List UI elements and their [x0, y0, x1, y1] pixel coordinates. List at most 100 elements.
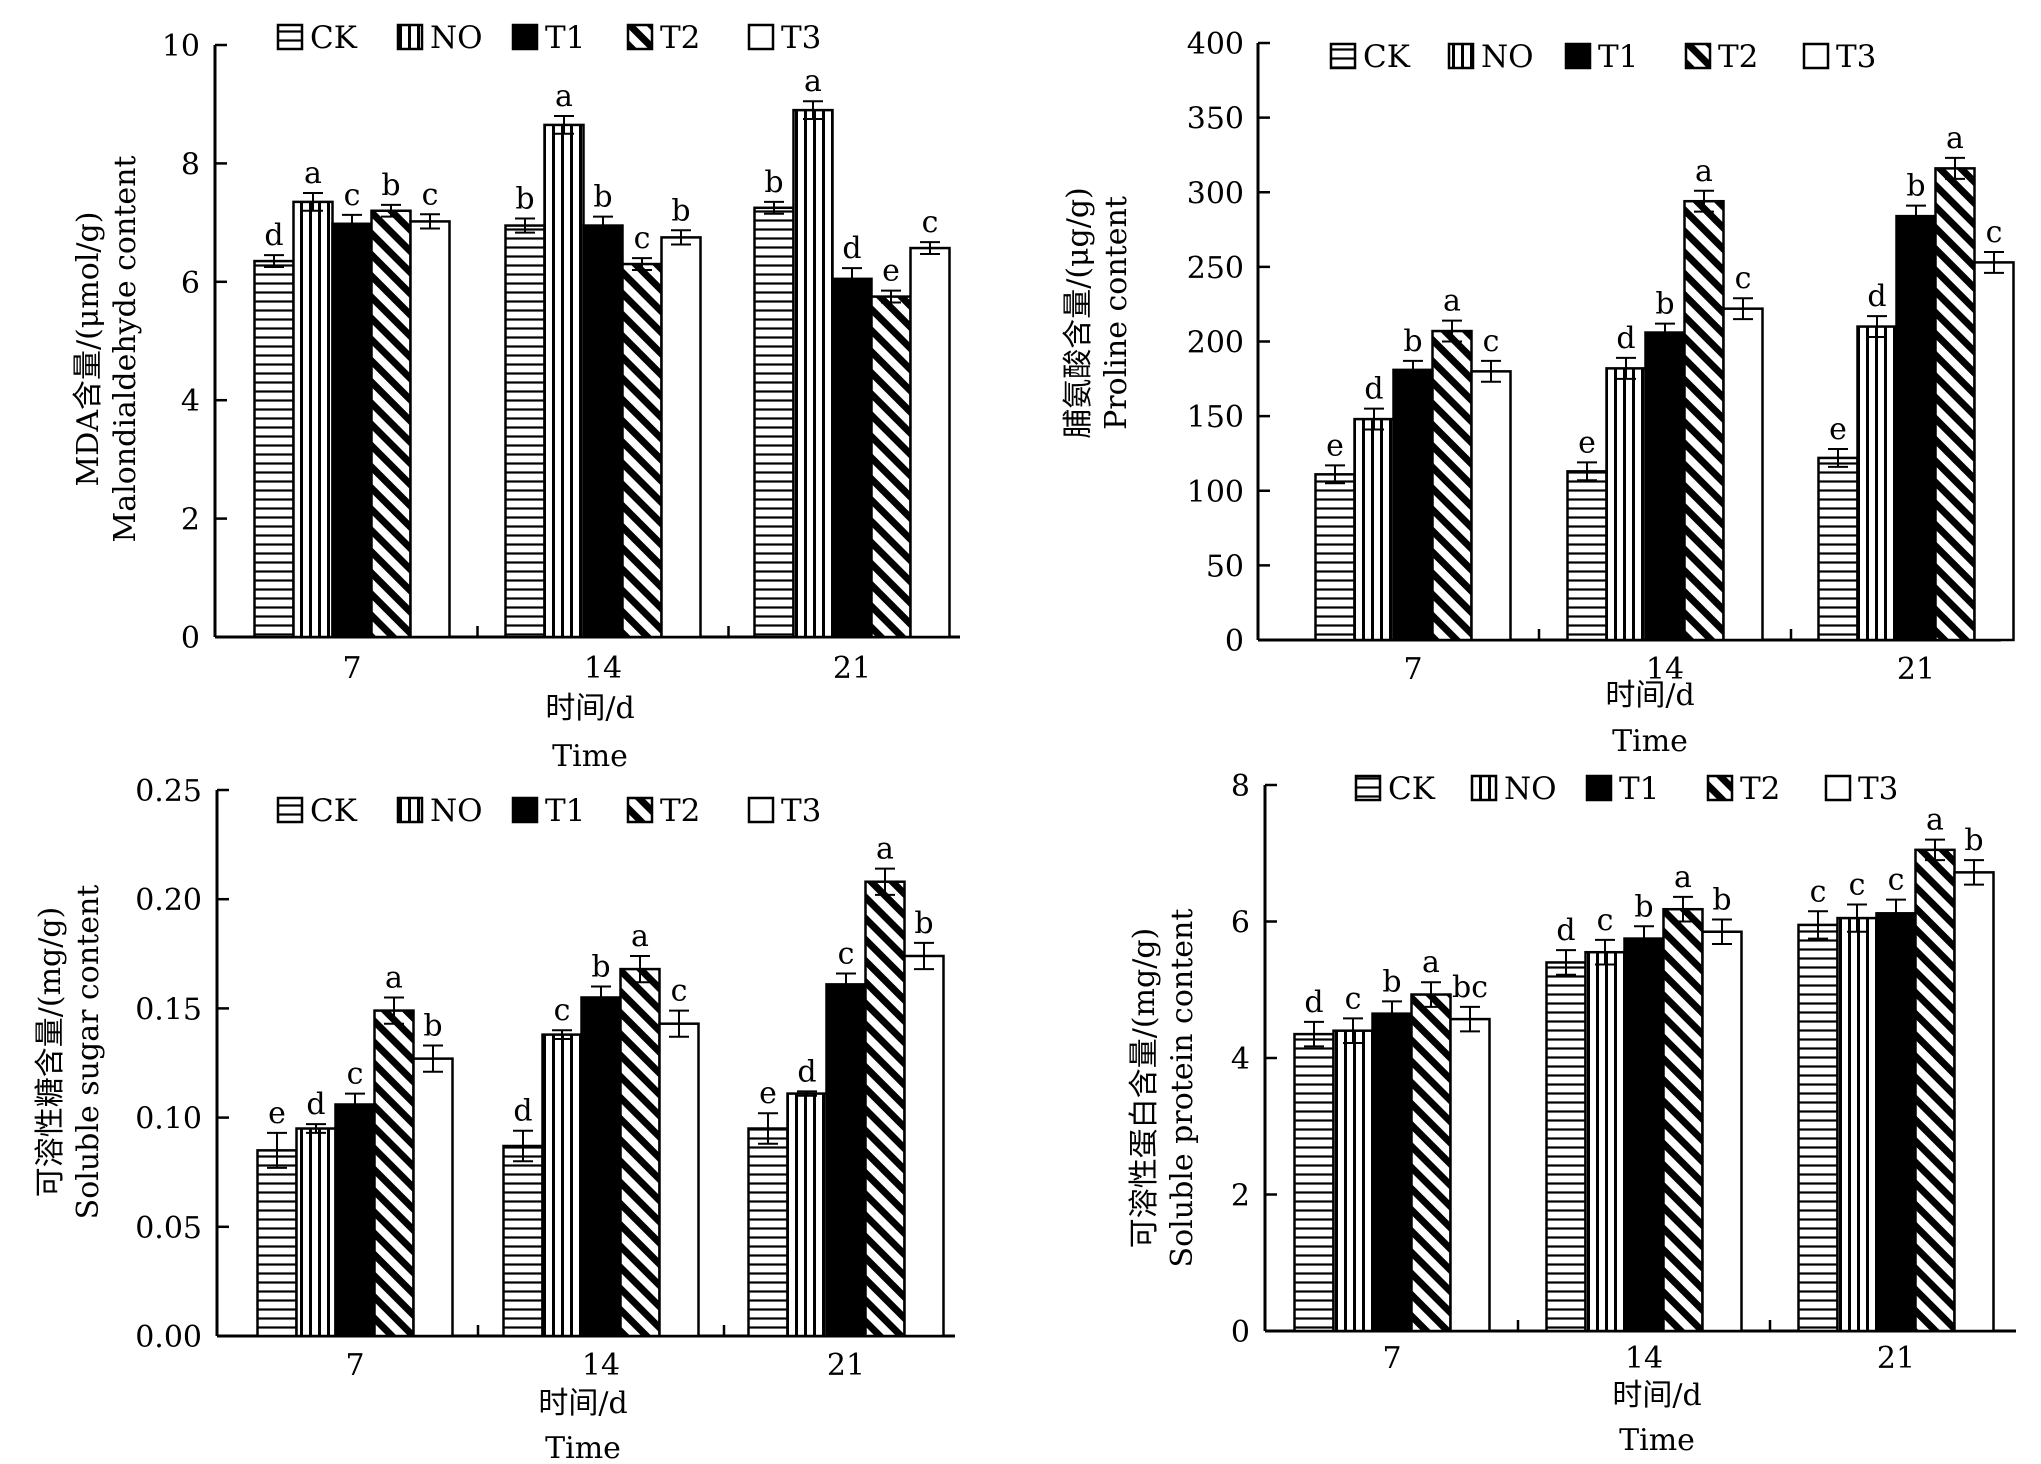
bar-t1-14 — [582, 224, 624, 639]
x-tick-label: 21 — [833, 651, 871, 686]
legend-swatch-no — [396, 23, 424, 51]
significance-letter: b — [1906, 169, 1925, 204]
significance-letter: c — [344, 178, 361, 213]
significance-letter: b — [381, 168, 400, 203]
significance-letter: c — [347, 1057, 364, 1092]
bar-ck-7 — [1314, 473, 1356, 642]
legend-label-ck: CK — [1388, 771, 1436, 807]
x-tick-label: 7 — [342, 651, 361, 686]
y-tick-label: 6 — [181, 266, 200, 301]
bar-t3-21 — [1973, 261, 2015, 642]
legend-swatch-t3 — [747, 23, 775, 51]
legend-swatch-no — [396, 796, 424, 824]
bar-ck-21 — [1817, 456, 1859, 642]
significance-letter: c — [1735, 261, 1752, 296]
significance-letter: e — [268, 1096, 286, 1131]
legend-label-t2: T2 — [1740, 771, 1780, 807]
bar-t1-7 — [1371, 1012, 1413, 1333]
legend-swatch-t1 — [511, 23, 539, 51]
bar-t2-7 — [373, 1009, 415, 1338]
bar-ck-14 — [502, 1144, 544, 1338]
x-tick-label: 14 — [1646, 652, 1684, 687]
bar-no-21 — [792, 108, 834, 639]
legend-label-t2: T2 — [660, 20, 700, 56]
y-tick-label: 8 — [1231, 769, 1250, 804]
y-tick-label: 250 — [1187, 251, 1244, 286]
bar-t2-21 — [1934, 167, 1976, 642]
legend-label-t3: T3 — [781, 20, 821, 56]
legend-label-ck: CK — [310, 793, 358, 829]
y-tick-label: 50 — [1206, 549, 1244, 584]
x-axis-title-en: Time — [552, 739, 628, 774]
significance-letter: a — [304, 156, 322, 191]
significance-letter: c — [671, 974, 688, 1009]
bar-t2-14 — [621, 262, 663, 639]
legend-swatch-ck — [276, 796, 304, 824]
significance-letter: e — [759, 1076, 777, 1111]
significance-letter: c — [1849, 867, 1866, 902]
significance-letter: b — [1964, 823, 1983, 858]
significance-letter: d — [264, 218, 283, 253]
bar-t1-21 — [1875, 912, 1917, 1333]
y-tick-label: 0.20 — [135, 883, 202, 918]
y-tick-label: 0.10 — [135, 1102, 202, 1137]
y-tick-label: 4 — [1231, 1042, 1250, 1077]
significance-letter: e — [1829, 412, 1847, 447]
bar-t3-21 — [903, 954, 945, 1338]
legend: CK NO T1 T2 T3 — [276, 20, 821, 56]
bar-t3-7 — [1449, 1017, 1491, 1333]
bar-t2-21 — [864, 880, 906, 1338]
legend-label-t2: T2 — [1718, 39, 1758, 75]
x-tick-label: 21 — [1877, 1341, 1915, 1376]
significance-letter: c — [838, 936, 855, 971]
y-tick-label: 0.05 — [135, 1211, 202, 1246]
y-axis-title-en: Proline content — [1099, 196, 1134, 430]
x-tick-label: 21 — [827, 1348, 865, 1383]
x-axis-title-cn: 时间/d — [1605, 678, 1694, 713]
bar-no-14 — [1584, 950, 1626, 1333]
legend-swatch-ck — [1329, 42, 1357, 70]
bar-ck-21 — [747, 1127, 789, 1338]
legend-label-t3: T3 — [781, 793, 821, 829]
significance-letter: b — [591, 950, 610, 985]
bar-t1-14 — [1623, 937, 1665, 1333]
significance-letter: c — [634, 221, 651, 256]
x-tick-label: 14 — [582, 1348, 620, 1383]
bar-t1-21 — [825, 983, 867, 1338]
bar-t2-21 — [1914, 848, 1956, 1333]
bar-t3-21 — [909, 246, 951, 639]
x-axis-title-cn: 时间/d — [545, 691, 634, 726]
legend-swatch-ck — [1354, 774, 1382, 802]
legend-label-t1: T1 — [1619, 771, 1659, 807]
legend-swatch-t1 — [1564, 42, 1592, 70]
bar-ck-21 — [1797, 923, 1839, 1333]
bar-t3-14 — [658, 1022, 700, 1338]
legend-swatch-t3 — [1802, 42, 1830, 70]
significance-letter: b — [1712, 882, 1731, 917]
y-tick-label: 2 — [1231, 1179, 1250, 1214]
significance-letter: d — [1304, 985, 1323, 1020]
significance-letter: c — [1888, 863, 1905, 898]
y-tick-label: 150 — [1187, 400, 1244, 435]
legend-swatch-t2 — [626, 23, 654, 51]
y-tick-label: 300 — [1187, 176, 1244, 211]
bar-t3-21 — [1953, 871, 1995, 1333]
significance-letter: c — [1986, 215, 2003, 250]
legend-swatch-no — [1470, 774, 1498, 802]
bar-ck-14 — [504, 224, 546, 639]
significance-letter: a — [1926, 803, 1944, 838]
y-tick-label: 200 — [1187, 326, 1244, 361]
x-axis-title-cn: 时间/d — [1612, 1378, 1701, 1413]
x-tick-label: 7 — [1382, 1341, 1401, 1376]
bar-t2-14 — [1683, 199, 1725, 642]
significance-letter: b — [671, 193, 690, 228]
bar-t3-14 — [1722, 307, 1764, 642]
legend-label-t2: T2 — [660, 793, 700, 829]
significance-letter: a — [555, 79, 573, 114]
significance-letter: a — [1946, 121, 1964, 156]
legend-label-no: NO — [1504, 771, 1557, 807]
significance-letter: bc — [1452, 970, 1488, 1005]
significance-letter: d — [1556, 913, 1575, 948]
x-tick-label: 14 — [1625, 1341, 1663, 1376]
